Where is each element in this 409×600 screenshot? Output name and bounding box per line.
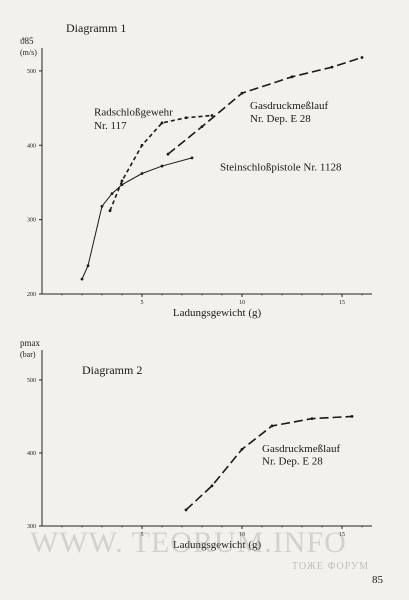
y-tick-label: 500 (27, 378, 36, 384)
data-point (210, 114, 214, 117)
y-axis-symbol: pmax (20, 338, 40, 348)
data-point (184, 508, 188, 512)
data-point (140, 172, 144, 175)
data-point (100, 204, 104, 208)
y-axis-unit: (m/s) (20, 48, 37, 57)
series-line-2 (167, 56, 363, 155)
data-point (120, 179, 124, 183)
series-annotation: Gasdruckmeßlauf (262, 443, 341, 455)
page-number: 85 (372, 574, 383, 586)
y-tick-label: 500 (27, 69, 36, 75)
y-tick-label: 200 (27, 292, 36, 298)
data-point (270, 424, 274, 428)
diagram-1-title: Diagramm 1 (66, 21, 126, 35)
y-tick-label: 400 (27, 451, 36, 457)
data-point (160, 121, 164, 125)
data-point (330, 65, 334, 69)
data-point (200, 125, 204, 129)
data-point (240, 447, 244, 451)
data-point (140, 143, 144, 147)
series-line-0 (81, 157, 193, 280)
data-point (80, 277, 84, 281)
x-tick-label: 10 (239, 532, 245, 538)
data-point (360, 56, 364, 59)
y-axis-symbol: ϑ85 (20, 36, 34, 46)
diagram-2-title: Diagramm 2 (82, 363, 142, 377)
y-tick-label: 300 (27, 524, 36, 530)
series-annotation: Gasdruckmeßlauf (250, 100, 329, 112)
series-annotation: Nr. Dep. E 28 (262, 456, 323, 468)
data-point (350, 415, 354, 418)
data-point (240, 91, 244, 95)
y-tick-label: 300 (27, 218, 36, 224)
data-point (210, 484, 214, 488)
y-axis-unit: (bar) (20, 350, 36, 359)
data-point (184, 116, 188, 120)
data-point (110, 192, 114, 195)
x-tick-label: 5 (141, 300, 144, 306)
x-tick-label: 5 (141, 532, 144, 538)
data-point (108, 209, 112, 213)
series-annotation: Nr. 117 (94, 120, 127, 132)
data-point (190, 156, 194, 160)
series-annotation: Nr. Dep. E 28 (250, 113, 311, 125)
series-line-1 (109, 114, 213, 211)
watermark: WWW. TEORUM.INFO (30, 526, 347, 559)
data-point (310, 417, 314, 421)
data-point (166, 152, 170, 156)
series-annotation: Steinschloßpistole Nr. 1128 (220, 162, 342, 174)
x-axis-label: Ladungsgewicht (g) (173, 539, 262, 551)
y-tick-label: 400 (27, 143, 36, 149)
series-annotation: Radschloßgewehr (94, 107, 173, 119)
x-tick-label: 15 (339, 300, 345, 306)
x-tick-label: 10 (239, 300, 245, 306)
diagram-2-chart: Diagramm 2 300 400 500 5 10 15 pmax (bar) Ladungs… (20, 338, 372, 551)
series-line-0 (185, 415, 353, 511)
watermark-subtext: ТОЖЕ ФОРУМ (291, 561, 369, 572)
data-point (86, 264, 90, 268)
data-point (290, 75, 294, 79)
x-tick-label: 15 (339, 532, 345, 538)
x-axis-label: Ladungsgewicht (g) (173, 307, 262, 319)
diagram-1-chart: Diagramm 1 200 300 400 500 5 10 15 ϑ85 (m/s) Ladun… (20, 21, 372, 319)
data-point (160, 164, 164, 168)
